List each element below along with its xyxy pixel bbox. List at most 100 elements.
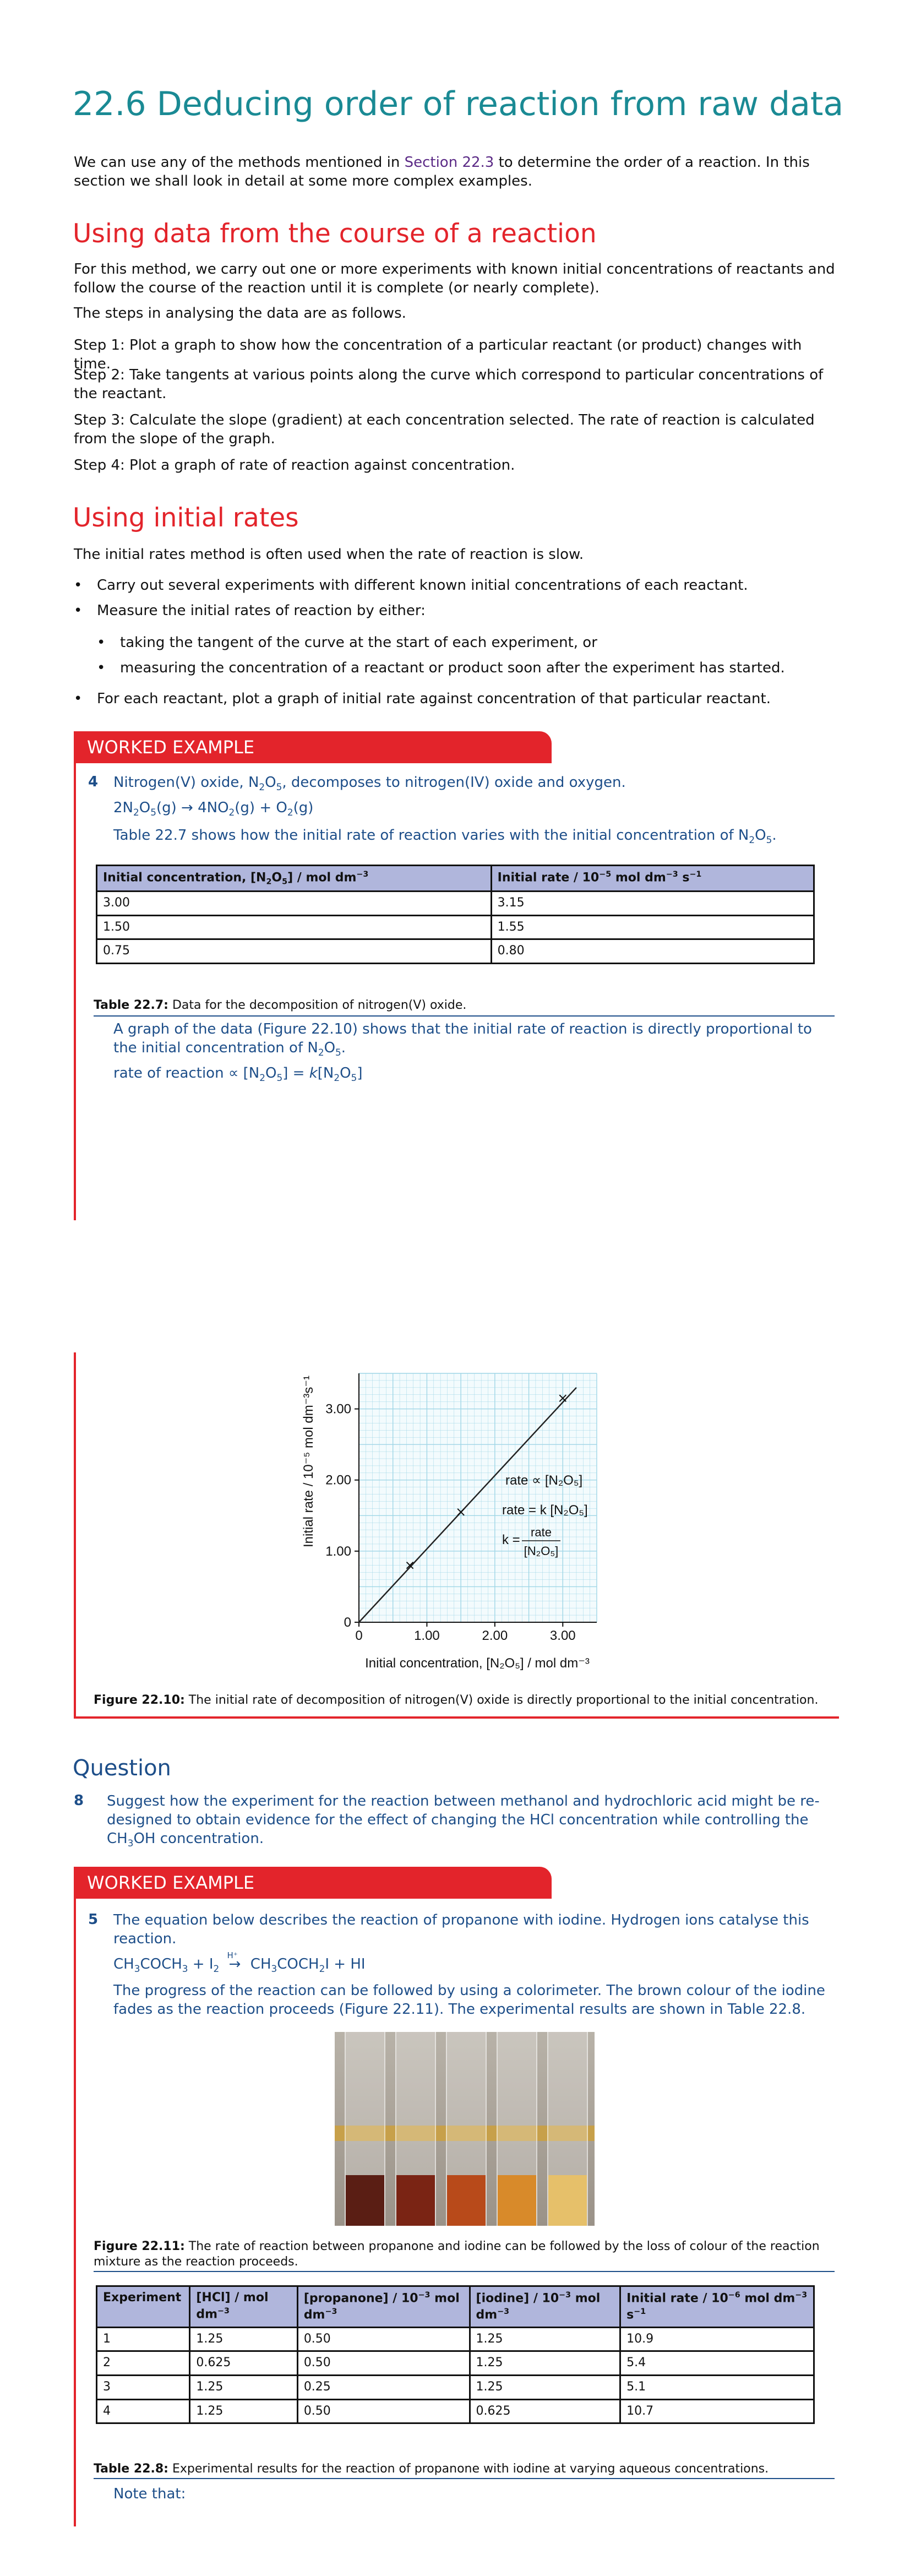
- test-tube: [395, 2032, 436, 2226]
- intro-text: We can use any of the methods mentioned …: [74, 154, 405, 171]
- x-tick-label: 3.00: [550, 1628, 576, 1643]
- initial-rates-paragraph: The initial rates method is often used w…: [74, 546, 584, 563]
- test-tube: [345, 2032, 385, 2226]
- caption-rule: [94, 1015, 835, 1017]
- chart-axes: [358, 1373, 597, 1623]
- table-row: 4 1.25 0.50 0.625 10.7: [95, 2398, 815, 2425]
- y-tick-label: 0: [344, 1615, 351, 1630]
- x-tick-label: 0: [355, 1628, 362, 1643]
- tube-liquid: [346, 2175, 384, 2226]
- data-point: [457, 1508, 465, 1516]
- y-axis-label: Initial rate / 10⁻⁵ mol dm⁻³s⁻¹: [301, 1376, 316, 1547]
- worked-example-bottom-border: [74, 1716, 839, 1719]
- y-tick-label: 3.00: [325, 1402, 351, 1417]
- x-axis-label: Initial concentration, [N₂O₅] / mol dm⁻³: [365, 1656, 590, 1671]
- rate-concentration-chart: 0 1.00 2.00 3.00 0 1.00 2.00 3.00 Initial rate …: [301, 1373, 597, 1671]
- worked-example-line: Nitrogen(V) oxide, N2O5, decomposes to n…: [113, 774, 626, 793]
- plot-background: [359, 1373, 597, 1622]
- bullet-item: Carry out several experiments with diffe…: [74, 576, 748, 595]
- figure-caption: Figure 22.10: The initial rate of decomp…: [94, 1693, 819, 1707]
- data-point: [559, 1394, 566, 1402]
- tube-liquid: [548, 2175, 587, 2226]
- annotation-rate-equation: rate = k [N₂O₅]: [502, 1503, 588, 1518]
- chart-grid: [358, 1373, 597, 1623]
- table-header: Initial concentration, [N2O5] / mol dm−3: [96, 864, 492, 893]
- worked-example-line: The progress of the reaction can be foll…: [113, 1982, 825, 2018]
- table-header: Initial rate / 10−5 mol dm−3 s−1: [490, 864, 815, 893]
- test-tube: [547, 2032, 588, 2226]
- table-row: 3.00 3.15: [96, 890, 815, 916]
- table-row: 3 1.25 0.25 1.25 5.1: [95, 2374, 815, 2400]
- table-row: 0.75 0.80: [96, 938, 815, 965]
- table-cell: 0.80: [490, 938, 815, 965]
- best-fit-line: [358, 1387, 577, 1623]
- annotation-k-numerator: rate: [531, 1525, 552, 1539]
- table-header: [HCl] / mol dm−3: [189, 2285, 298, 2328]
- annotation-proportional: rate ∝ [N₂O₅]: [505, 1473, 582, 1488]
- section-link[interactable]: Section 22.3: [404, 154, 494, 171]
- table-row: 1.50 1.55: [96, 914, 815, 941]
- data-point: [406, 1561, 414, 1569]
- catalyst-label: H⁺: [227, 1950, 238, 1960]
- tube-rack: [335, 2126, 595, 2141]
- x-tick-label: 2.00: [482, 1628, 508, 1643]
- table-cell: 3.00: [96, 890, 492, 916]
- data-points: [406, 1394, 566, 1569]
- test-tube: [497, 2032, 537, 2226]
- table-cell: 1.55: [490, 914, 815, 941]
- worked-example-line: The equation below describes the reactio…: [113, 1912, 809, 1947]
- worked-example-header: WORKED EXAMPLE: [74, 1867, 552, 1899]
- table-cell: 3.15: [490, 890, 815, 916]
- table-header: [propanone] / 10−3 mol dm−3: [296, 2285, 471, 2328]
- intro-text-rest: to determine the order of a reaction. In…: [74, 154, 810, 189]
- y-tick-label: 1.00: [325, 1544, 351, 1559]
- propanone-equation: CH3COCH3 + I2 H⁺ → CH3COCH2I + HI: [113, 1950, 829, 1978]
- question-text: Suggest how the experiment for the react…: [107, 1793, 820, 1849]
- x-tick-label: 1.00: [414, 1628, 440, 1643]
- table-22-8: Experiment [HCl] / mol dm−3 [propanone] …: [95, 2285, 815, 2425]
- y-tick-label: 2.00: [325, 1473, 351, 1488]
- caption-rule: [94, 2478, 835, 2479]
- worked-example-answer: A graph of the data (Figure 22.10) shows…: [113, 1021, 812, 1058]
- question-number: 8: [74, 1792, 84, 1809]
- table-caption: Table 22.8: Experimental results for the…: [94, 2462, 769, 2476]
- section-heading-initial-rates: Using initial rates: [73, 503, 299, 533]
- bullet-item: Measure the initial rates of reaction by…: [74, 601, 426, 620]
- bullet-item: For each reactant, plot a graph of initi…: [74, 689, 771, 708]
- step-4: Step 4: Plot a graph of rate of reaction…: [74, 457, 515, 474]
- table-header: Experiment: [95, 2285, 191, 2328]
- step-2: Step 2: Take tangents at various points …: [74, 367, 824, 402]
- table-row: 1 1.25 0.50 1.25 10.9: [95, 2326, 815, 2352]
- steps-intro: The steps in analysing the data are as f…: [74, 305, 406, 322]
- worked-example-border: [74, 1352, 76, 1718]
- course-paragraph: For this method, we carry out one or mor…: [74, 261, 835, 296]
- step-1: Step 1: Plot a graph to show how the con…: [74, 337, 802, 372]
- table-cell: 1.50: [96, 914, 492, 941]
- page-title: 22.6 Deducing order of reaction from raw…: [73, 85, 844, 123]
- decomposition-equation: 2N2O5(g) → 4NO2(g) + O2(g): [113, 800, 314, 818]
- tube-liquid: [447, 2175, 486, 2226]
- worked-example-border: [74, 763, 76, 1220]
- tube-liquid: [498, 2175, 536, 2226]
- annotation-k-denominator: [N₂O₅]: [524, 1544, 559, 1558]
- sub-bullet-item: measuring the concentration of a reactan…: [97, 659, 785, 677]
- worked-example-number: 5: [88, 1911, 99, 1928]
- note-text: Note that:: [113, 2486, 186, 2502]
- annotation-k: k =: [502, 1532, 520, 1547]
- rate-expression: rate of reaction ∝ [N2O5] = k[N2O5]: [113, 1065, 363, 1084]
- table-cell: 0.75: [96, 938, 492, 965]
- sub-bullet-item: taking the tangent of the curve at the s…: [97, 633, 597, 652]
- worked-example-header: WORKED EXAMPLE: [74, 731, 552, 763]
- tube-liquid: [396, 2175, 435, 2226]
- table-22-7: Initial concentration, [N2O5] / mol dm−3…: [96, 864, 815, 965]
- table-header: Initial rate / 10−6 mol dm−3 s−1: [619, 2285, 815, 2328]
- table-header: [iodine] / 10−3 mol dm−3: [468, 2285, 622, 2328]
- question-heading: Question: [73, 1756, 171, 1781]
- test-tube: [446, 2032, 487, 2226]
- figure-caption: Figure 22.11: The rate of reaction betwe…: [94, 2240, 820, 2269]
- intro-paragraph: We can use any of the methods mentioned …: [74, 153, 839, 191]
- worked-example-border: [74, 1899, 76, 2526]
- table-caption: Table 22.7: Data for the decomposition o…: [94, 998, 467, 1012]
- worked-example-number: 4: [88, 774, 99, 790]
- section-heading-course: Using data from the course of a reaction: [73, 219, 597, 249]
